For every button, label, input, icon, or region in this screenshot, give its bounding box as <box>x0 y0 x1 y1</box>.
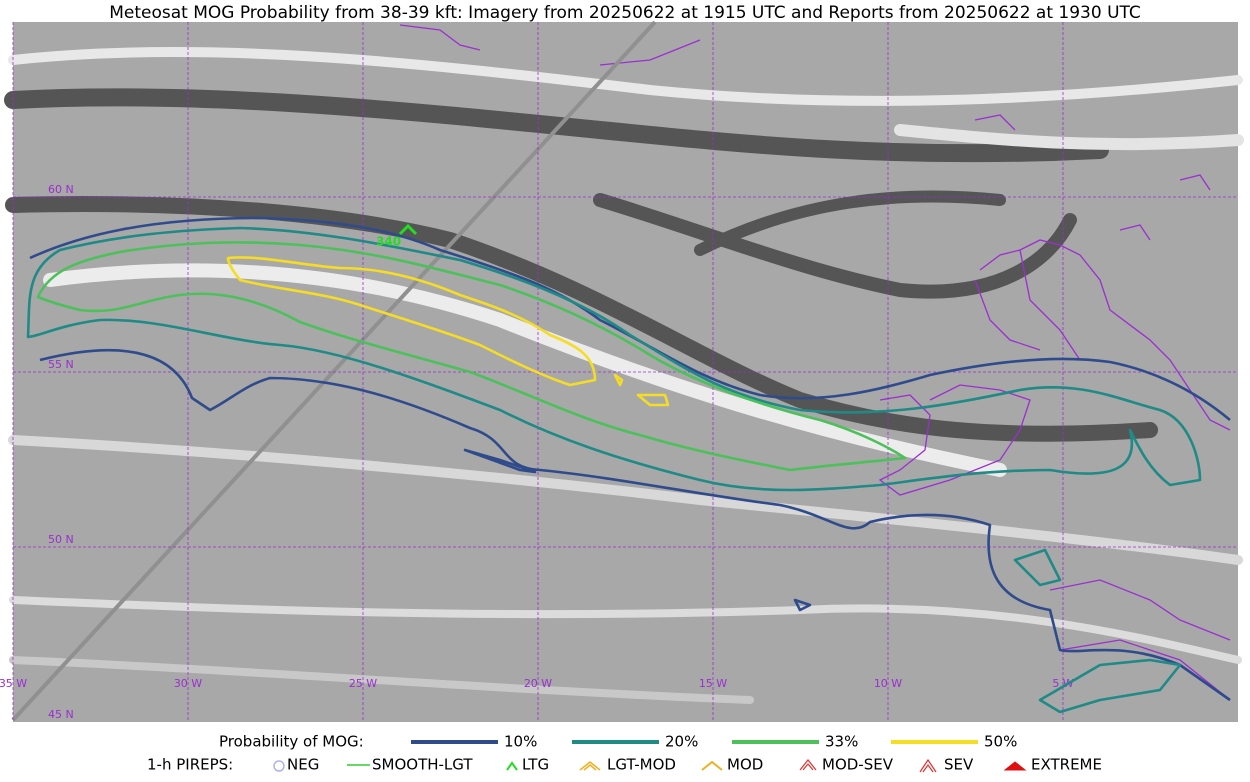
pirep-icon <box>701 760 723 771</box>
contour-20 <box>26 226 1202 714</box>
pirep-label: LGT-MOD <box>607 756 676 774</box>
lat-label: 55 N <box>48 358 74 371</box>
contour-50 <box>226 256 670 407</box>
pirep-icon <box>1003 761 1027 771</box>
contour-33 <box>36 241 907 472</box>
pirep-label: MOD-SEV <box>822 756 894 774</box>
contours <box>26 216 1231 714</box>
lon-label: 5 W <box>1052 677 1073 690</box>
pirep-icon <box>579 761 601 771</box>
lon-label: 30 W <box>174 677 202 690</box>
pirep-label: 340 <box>376 235 401 249</box>
pirep-label: MOD <box>727 756 763 774</box>
pirep-label: SEV <box>944 756 974 774</box>
legend-label: 20% <box>665 733 698 751</box>
map: 60 N 55 N 50 N 45 N 35 W 30 W 25 W 20 W 15 W 10 W… <box>0 20 1244 722</box>
lon-label: 10 W <box>874 677 902 690</box>
satellite-edge <box>11 20 657 722</box>
coastlines <box>399 24 1231 701</box>
pirep-label: SMOOTH-LGT <box>372 756 473 774</box>
legend-label: 50% <box>984 733 1017 751</box>
pirep-icon <box>919 758 937 773</box>
pirep-label: LTG <box>522 756 549 774</box>
legend-label: 10% <box>504 733 537 751</box>
lon-label: 15 W <box>699 677 727 690</box>
pirep-label: EXTREME <box>1031 756 1102 774</box>
pirep-marker <box>398 223 418 236</box>
legend-title: Probability of MOG: <box>219 733 364 751</box>
legend-label: 33% <box>825 733 858 751</box>
legend: Probability of MOG: 1-h PIREPS: 10% 20% 33… <box>147 733 1102 774</box>
cloud-streaks <box>4 46 1244 704</box>
title: Meteosat MOG Probability from 38-39 kft:… <box>109 3 1141 23</box>
pirep-title: 1-h PIREPS: <box>147 756 233 774</box>
lon-label: 25 W <box>349 677 377 690</box>
lon-label: 20 W <box>524 677 552 690</box>
pirep-icon <box>799 759 817 771</box>
lat-label: 45 N <box>48 708 74 721</box>
lon-label: 35 W <box>0 677 27 690</box>
pirep-label: NEG <box>287 756 319 774</box>
pirep-icon <box>506 761 518 771</box>
pirep-icon <box>273 760 285 772</box>
lat-label: 60 N <box>48 183 74 196</box>
lat-label: 50 N <box>48 533 74 546</box>
